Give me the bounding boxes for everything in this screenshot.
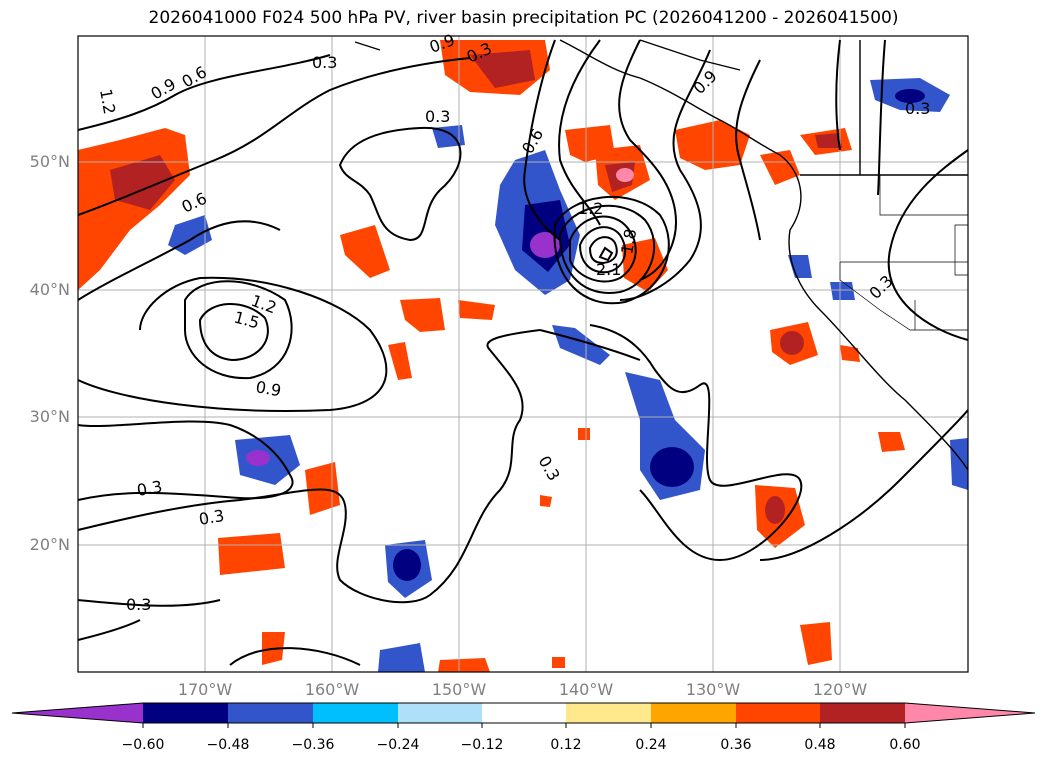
precip-positive-area [840,345,860,362]
lon-label: 170°W [177,680,233,699]
precip-positive-area [458,300,495,320]
precip-positive-area [388,342,412,380]
contour-label: 0.3 [126,595,151,614]
precip-negative-core [895,89,925,103]
colorbar-segment [820,703,905,723]
colorbar-segment [566,703,651,723]
colorbar-tick-label: 0.48 [804,737,836,753]
colorbar-segment [482,703,566,723]
precip-positive-area [218,533,285,575]
precip-positive-area [760,150,800,185]
colorbar-high-extension [905,703,1035,723]
colorbar-tick-label: −0.12 [460,737,504,753]
precip-negative-peak [246,450,270,466]
precip-negative-area [950,438,968,490]
precip-positive-area [578,428,590,440]
contour-label: 0.3 [905,99,930,118]
contour-label: 1.8 [617,227,640,255]
contour-label: 1.2 [578,199,603,218]
colorbar-tick-label: −0.24 [376,737,420,753]
precip-positive-area [305,462,340,515]
precip-positive-core [815,133,842,148]
contour-label: 0.9 [254,377,282,400]
contour-label: 0.3 [197,506,225,529]
graticule [78,36,968,672]
lon-label: 160°W [304,680,360,699]
precip-fills [78,40,968,672]
map-title: 2026041000 F024 500 hPa PV, river basin … [148,8,899,28]
precip-positive-area [878,432,905,452]
plot-area: 1.2 0.9 0.6 0.3 0.9 0.3 0.9 0.3 0.6 1.2 … [77,30,969,673]
colorbar-tick-label: 0.60 [889,737,921,753]
precip-negative-core [650,447,694,487]
precip-positive-area [340,225,390,278]
precip-negative-area [552,325,610,365]
pv-contours [77,39,969,666]
precip-negative-area [830,282,855,300]
colorbar-segment [143,703,228,723]
lat-label: 40°N [29,280,70,299]
precip-positive-core [765,496,785,524]
colorbar-segment [398,703,482,723]
colorbar [11,702,1036,728]
contour-label: 2.1 [596,260,621,279]
lon-label: 140°W [558,680,614,699]
colorbar-segment [228,703,313,723]
precip-positive-area [540,495,552,507]
precip-negative-peak [530,232,560,258]
colorbar-tick-label: 0.36 [720,737,752,753]
lat-label: 20°N [29,535,70,554]
colorbar-tick-label: 0.24 [635,737,667,753]
lon-label: 120°W [812,680,868,699]
precip-positive-area [800,622,832,665]
contour-label: 0.3 [135,477,163,500]
precip-negative-area [788,255,812,278]
lat-label: 50°N [29,152,70,171]
coastlines [354,39,969,471]
colorbar-tick-label: 0.12 [550,737,582,753]
colorbar-segment [651,703,736,723]
colorbar-segment [736,703,820,723]
lon-label: 130°W [685,680,741,699]
colorbar-low-extension [12,703,143,723]
precip-positive-area [622,238,668,292]
precip-positive-peak [616,168,634,182]
colorbar-segment [313,703,398,723]
precip-positive-core [780,331,804,355]
precip-positive-area [552,657,565,668]
precip-positive-core [470,50,535,88]
colorbar-tick-label: −0.36 [291,737,335,753]
colorbar-tick-label: −0.48 [206,737,250,753]
contour-label: 0.3 [312,53,337,72]
precip-negative-core [393,549,421,581]
lon-label: 150°W [431,680,487,699]
precip-negative-area [378,643,425,672]
colorbar-tick-label: −0.60 [121,737,165,753]
precip-positive-area [438,658,490,672]
lat-label: 30°N [29,407,70,426]
contour-label: 1.2 [96,87,119,115]
precip-positive-area [400,298,445,332]
contour-label: 0.3 [425,107,450,126]
